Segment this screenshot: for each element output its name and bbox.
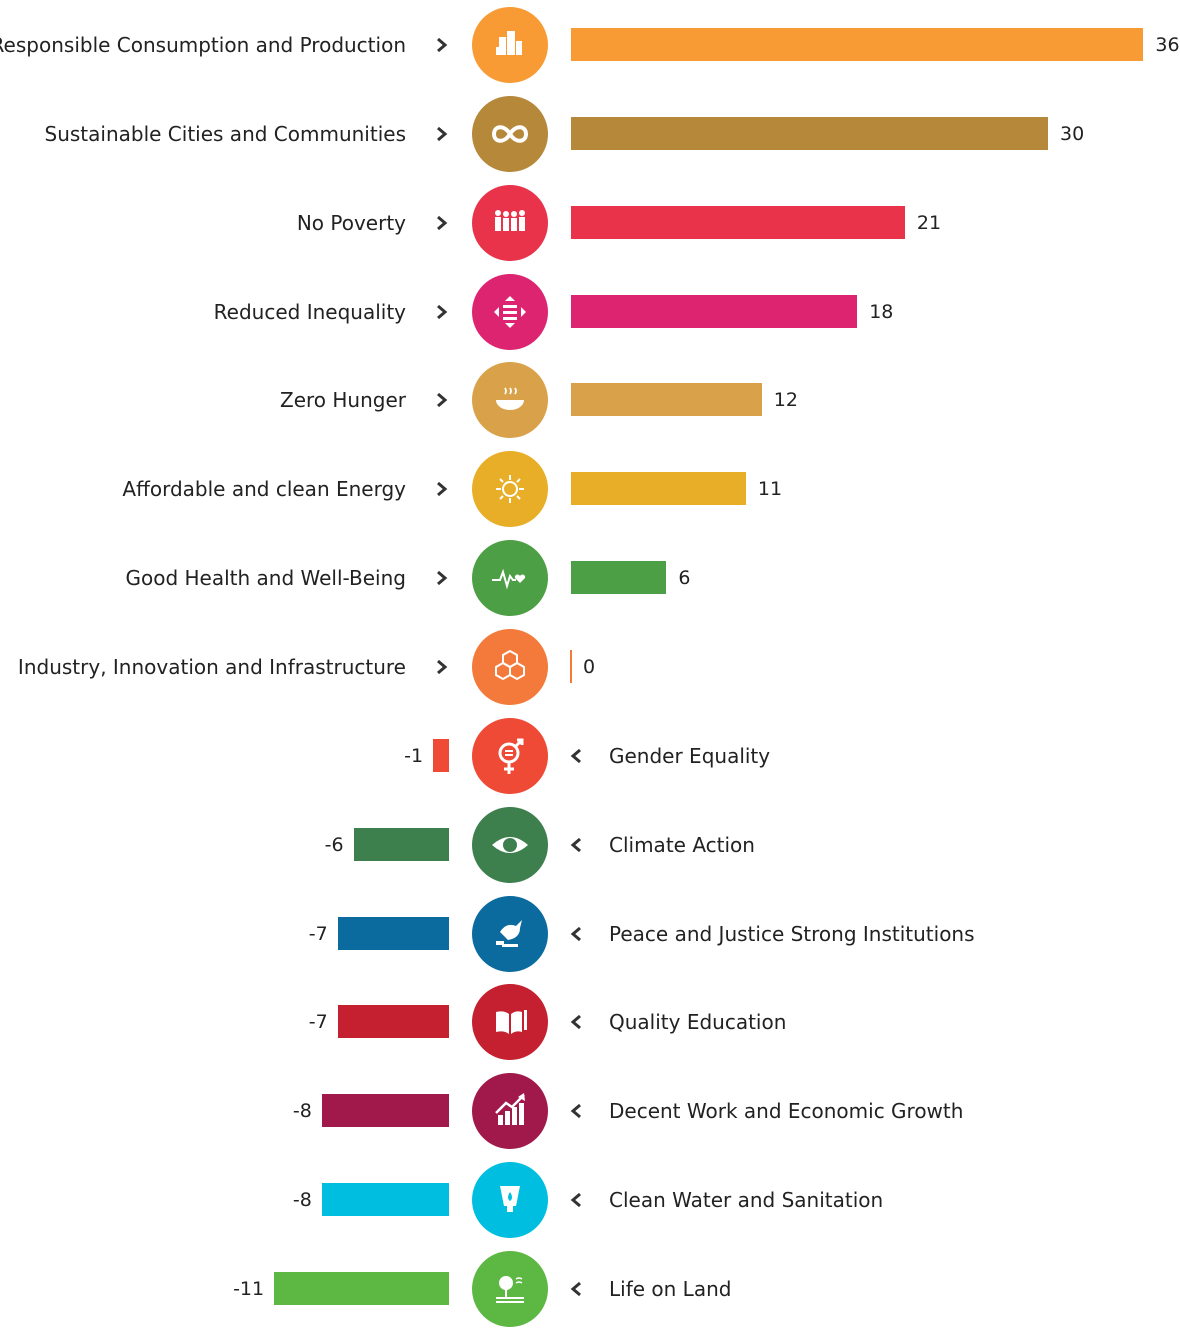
chart-row: 21 No Poverty [0,178,1180,267]
gender-symbol-icon [472,717,548,794]
chevron-left-icon[interactable] [570,1281,584,1297]
category-label: Life on Land [609,1276,732,1301]
chevron-right-icon[interactable] [435,481,449,497]
chart-row: -6 Climate Action [0,800,1180,889]
chevron-left-icon[interactable] [570,1014,584,1030]
bar [337,916,449,950]
category-label: Climate Action [609,832,755,857]
value-label: 11 [757,478,783,501]
category-label: No Poverty [296,210,406,235]
bar [353,827,449,861]
value-label: -7 [308,1011,328,1034]
value-label: -7 [308,922,328,945]
value-label: -8 [292,1100,312,1123]
eye-globe-icon [472,806,548,883]
chart-row: 6 Good Health and Well-Being [0,533,1180,622]
book-pencil-icon [472,984,548,1061]
chevron-right-icon[interactable] [435,215,449,231]
chart-row: 30 Sustainable Cities and Communities [0,89,1180,178]
chart-row: -11 Life on Land [0,1244,1180,1333]
bar [570,649,572,683]
value-label: 18 [869,300,894,323]
category-label: Zero Hunger [280,388,406,413]
chart-row: 18 Reduced Inequality [0,267,1180,356]
bar [274,1271,449,1305]
bar [571,294,858,328]
value-label: -6 [324,833,344,856]
chevron-right-icon[interactable] [435,126,449,142]
value-label: 21 [916,211,942,234]
chevron-right-icon[interactable] [435,304,449,320]
chevron-left-icon[interactable] [570,1192,584,1208]
value-label: -11 [233,1277,265,1300]
bar [571,116,1048,150]
bar [571,383,762,417]
heartbeat-icon [472,540,548,617]
bar [571,561,667,595]
water-drop-icon [472,1162,548,1239]
cubes-icon [472,628,548,705]
value-label: 0 [583,655,596,678]
bar [321,1183,449,1217]
chart-row: 11 Affordable and clean Energy [0,444,1180,533]
bar [571,28,1144,61]
category-label: Sustainable Cities and Communities [44,121,406,146]
category-label: Clean Water and Sanitation [609,1188,884,1213]
category-label: Quality Education [609,1010,787,1035]
chart-row: -8 Decent Work and Economic Growth [0,1066,1180,1155]
chevron-right-icon[interactable] [435,37,449,53]
bar [571,472,746,506]
infinity-loop-icon [472,95,548,172]
bar [337,1005,449,1039]
chevron-left-icon[interactable] [570,837,584,853]
category-label: Responsible Consumption and Production [0,33,406,57]
value-label: 30 [1060,122,1085,145]
category-label: Industry, Innovation and Infrastructure [17,654,406,679]
category-label: Affordable and clean Energy [122,477,406,502]
sun-power-icon [472,451,548,528]
bar [321,1094,449,1128]
category-label: Reduced Inequality [213,299,406,324]
chevron-left-icon[interactable] [570,1103,584,1119]
chart-row: -8 Clean Water and Sanitation [0,1155,1180,1244]
chart-row: 36 Responsible Consumption and Production [0,0,1180,89]
value-label: 36 [1155,34,1180,56]
category-label: Gender Equality [609,743,771,768]
food-bowl-icon [472,362,548,439]
growth-chart-icon [472,1073,548,1150]
chevron-left-icon[interactable] [570,926,584,942]
bar [433,738,449,772]
dove-gavel-icon [472,895,548,972]
family-people-icon [472,184,548,261]
chart-row: -1 Gender Equality [0,711,1180,800]
value-label: -8 [292,1189,312,1212]
chart-row: -7 Quality Education [0,977,1180,1066]
chart-row: 0 Industry, Innovation and Infrastructure [0,622,1180,711]
chart-row: -7 Peace and Justice Strong Institutions [0,889,1180,978]
chart-row: 12 Zero Hunger [0,355,1180,444]
equality-arrows-icon [472,273,548,350]
value-label: 6 [678,567,691,590]
chevron-right-icon[interactable] [435,659,449,675]
chevron-right-icon[interactable] [435,392,449,408]
category-label: Decent Work and Economic Growth [609,1099,964,1124]
city-buildings-icon [472,7,548,83]
bar [571,205,905,239]
chevron-right-icon[interactable] [435,570,449,586]
tree-land-icon [472,1250,548,1327]
chevron-left-icon[interactable] [570,748,584,764]
value-label: -1 [404,744,424,767]
category-label: Peace and Justice Strong Institutions [609,921,975,946]
category-label: Good Health and Well-Being [125,566,406,591]
value-label: 12 [773,389,798,412]
